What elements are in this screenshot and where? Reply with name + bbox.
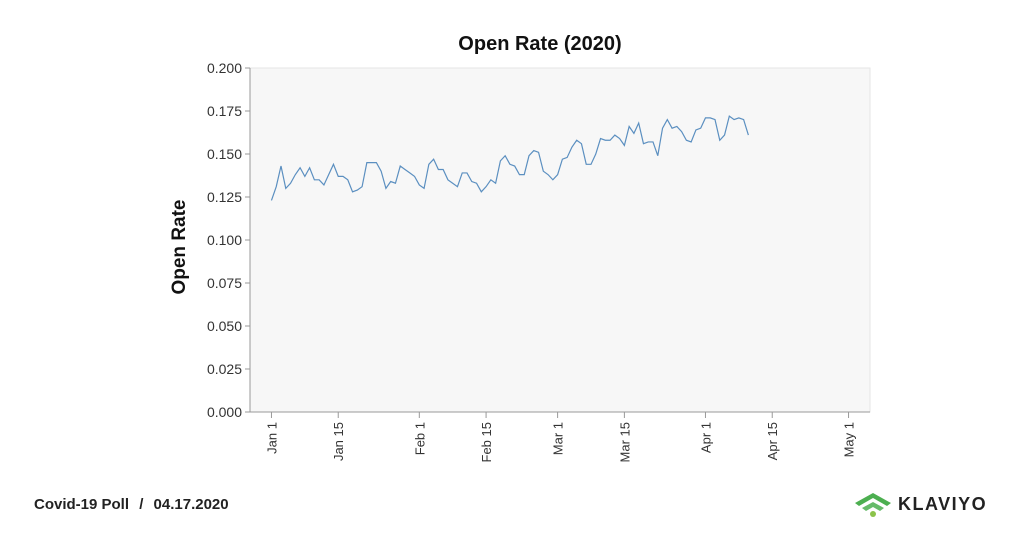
y-axis-label: Open Rate bbox=[169, 199, 190, 294]
y-tick-label: 0.075 bbox=[207, 275, 242, 291]
footer-source: Covid-19 Poll bbox=[34, 496, 130, 513]
y-tick-label: 0.125 bbox=[207, 189, 242, 205]
y-tick-label: 0.200 bbox=[207, 60, 242, 76]
chart-title: Open Rate (2020) bbox=[458, 33, 621, 55]
x-tick-label: Jan 1 bbox=[264, 422, 279, 454]
x-tick-label: Feb 1 bbox=[412, 422, 427, 455]
wifi-icon bbox=[855, 493, 891, 517]
x-tick-label: Feb 15 bbox=[479, 422, 494, 462]
x-tick-label: Apr 15 bbox=[765, 422, 780, 460]
footer-date: 04.17.2020 bbox=[153, 496, 229, 513]
x-tick-label: Jan 15 bbox=[331, 422, 346, 461]
plot-area bbox=[249, 67, 871, 413]
klaviyo-logo: KLAVIYO bbox=[852, 488, 987, 520]
y-tick-label: 0.150 bbox=[207, 146, 242, 162]
footer-caption: Covid-19 Poll / 04.17.2020 bbox=[34, 496, 229, 513]
y-axis: 0.000 0.025 0.050 0.075 0.100 0.125 0.150 0.175… bbox=[207, 60, 251, 420]
x-tick-label: Mar 1 bbox=[551, 422, 566, 455]
y-tick-label: 0.050 bbox=[207, 318, 242, 334]
brand-name: KLAVIYO bbox=[898, 493, 988, 514]
series-line-open-rate bbox=[270, 115, 749, 201]
x-axis: Jan 1 Jan 15 Feb 1 Feb 15 Mar 1 Mar 15 Apr 1 Ap… bbox=[250, 411, 870, 462]
line-chart: Open Rate (2020) Open Rate 0.0000.0250.0… bbox=[169, 33, 871, 462]
x-tick-label: May 1 bbox=[842, 422, 857, 457]
x-tick-label: Mar 15 bbox=[617, 422, 632, 462]
footer-separator: / bbox=[139, 496, 144, 513]
x-tick-label: Apr 1 bbox=[698, 422, 713, 453]
y-tick-label: 0.100 bbox=[207, 232, 242, 248]
y-tick-label: 0.025 bbox=[207, 361, 242, 377]
y-tick-label: 0.000 bbox=[207, 404, 242, 420]
y-tick-label: 0.175 bbox=[207, 103, 242, 119]
